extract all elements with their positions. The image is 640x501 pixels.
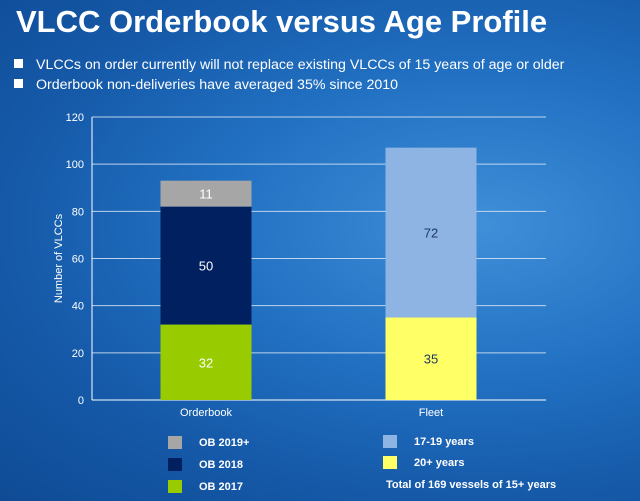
bar-segment	[385, 317, 477, 400]
legend-label: OB 2018	[199, 459, 244, 471]
y-tick-label: 80	[72, 206, 84, 218]
legend-swatch	[168, 458, 182, 471]
legend-right: 17-19 years 20+ years	[383, 435, 583, 475]
data-label: 11	[199, 187, 213, 202]
y-tick-label: 120	[66, 112, 84, 124]
bullet-list: VLCCs on order currently will not replac…	[14, 56, 634, 96]
y-tick-label: 100	[66, 159, 84, 171]
bar-segment	[160, 206, 252, 325]
y-tick-label: 60	[72, 254, 84, 266]
legend-label: 20+ years	[414, 457, 465, 469]
legend-left: OB 2019+ OB 2018 OB 2017	[168, 436, 328, 496]
square-bullet-icon	[14, 79, 23, 88]
y-tick-label: 40	[72, 301, 84, 313]
x-tick-label: Orderbook	[180, 407, 232, 419]
bullet-text: Orderbook non-deliveries have averaged 3…	[36, 77, 399, 93]
page-title: VLCC Orderbook versus Age Profile	[16, 4, 548, 39]
data-label: 72	[424, 226, 438, 241]
bar-segment	[160, 324, 252, 400]
bullet-item: Orderbook non-deliveries have averaged 3…	[14, 76, 634, 94]
y-axis-title: Number of VLCCs	[53, 213, 65, 303]
y-tick-label: 0	[78, 395, 84, 407]
bar-segment	[160, 180, 252, 207]
data-label: 35	[424, 352, 438, 367]
bullet-item: VLCCs on order currently will not replac…	[14, 56, 634, 74]
x-tick-label: Fleet	[419, 407, 443, 419]
bar-segment	[385, 147, 477, 318]
legend-swatch	[383, 435, 397, 448]
legend-swatch	[383, 456, 397, 469]
legend-label: OB 2017	[199, 481, 244, 493]
legend-swatch	[168, 480, 182, 493]
legend-swatch	[168, 436, 182, 449]
total-note: Total of 169 vessels of 15+ years	[386, 479, 557, 491]
square-bullet-icon	[14, 59, 23, 68]
legend-label: OB 2019+	[199, 437, 250, 449]
legend-label: 17-19 years	[414, 436, 474, 448]
data-label: 32	[199, 355, 213, 370]
y-tick-label: 20	[72, 348, 84, 360]
data-label: 50	[199, 259, 213, 274]
bullet-text: VLCCs on order currently will not replac…	[36, 57, 565, 73]
